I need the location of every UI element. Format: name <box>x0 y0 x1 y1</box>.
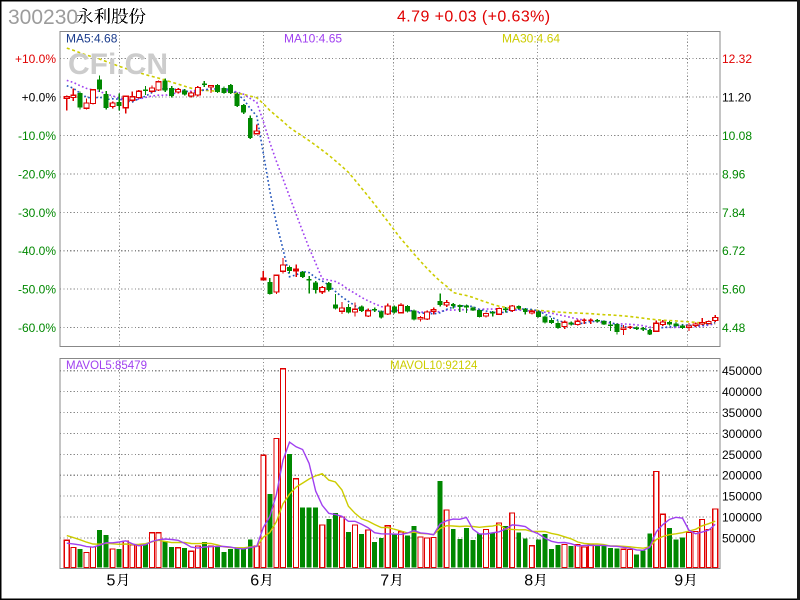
svg-text:4.79 +0.03 (+0.63%): 4.79 +0.03 (+0.63%) <box>397 9 550 26</box>
svg-text:100000: 100000 <box>722 511 762 525</box>
svg-text:-50.0%: -50.0% <box>18 283 56 297</box>
svg-text:5.60: 5.60 <box>722 283 746 297</box>
svg-text:-10.0%: -10.0% <box>18 129 56 143</box>
svg-text:MA5:4.68: MA5:4.68 <box>66 32 118 46</box>
svg-text:MA30:4.64: MA30:4.64 <box>502 32 560 46</box>
svg-text:6.72: 6.72 <box>722 244 746 258</box>
svg-text:-20.0%: -20.0% <box>18 167 56 181</box>
svg-text:10.08: 10.08 <box>722 129 752 143</box>
svg-text:-40.0%: -40.0% <box>18 244 56 258</box>
svg-text:8: 8 <box>524 573 533 590</box>
svg-text:MAVOL5:85479: MAVOL5:85479 <box>66 360 147 372</box>
svg-text:CFi.CN: CFi.CN <box>68 48 168 81</box>
svg-text:4.48: 4.48 <box>722 321 746 335</box>
svg-text:9: 9 <box>674 573 683 590</box>
svg-text:6: 6 <box>250 573 259 590</box>
svg-text:MAVOL10:92124: MAVOL10:92124 <box>390 360 478 372</box>
svg-text:200000: 200000 <box>722 469 762 483</box>
svg-text:11.20: 11.20 <box>722 91 751 105</box>
svg-text:+0.0%: +0.0% <box>22 91 57 105</box>
svg-text:7.84: 7.84 <box>722 206 746 220</box>
svg-text:150000: 150000 <box>722 490 762 504</box>
svg-text:300230: 300230 <box>8 6 78 29</box>
svg-text:450000: 450000 <box>722 364 762 378</box>
svg-text:8.96: 8.96 <box>722 167 746 181</box>
svg-text:12.32: 12.32 <box>722 52 752 66</box>
svg-text:300000: 300000 <box>722 427 762 441</box>
svg-text:+10.0%: +10.0% <box>15 52 56 66</box>
svg-text:MA10:4.65: MA10:4.65 <box>284 32 342 46</box>
svg-text:-60.0%: -60.0% <box>18 321 56 335</box>
svg-text:-30.0%: -30.0% <box>18 206 56 220</box>
svg-text:350000: 350000 <box>722 406 762 420</box>
svg-text:5: 5 <box>107 573 116 590</box>
svg-text:7: 7 <box>380 573 389 590</box>
svg-text:400000: 400000 <box>722 385 762 399</box>
svg-text:50000: 50000 <box>722 531 756 545</box>
svg-text:250000: 250000 <box>722 448 762 462</box>
